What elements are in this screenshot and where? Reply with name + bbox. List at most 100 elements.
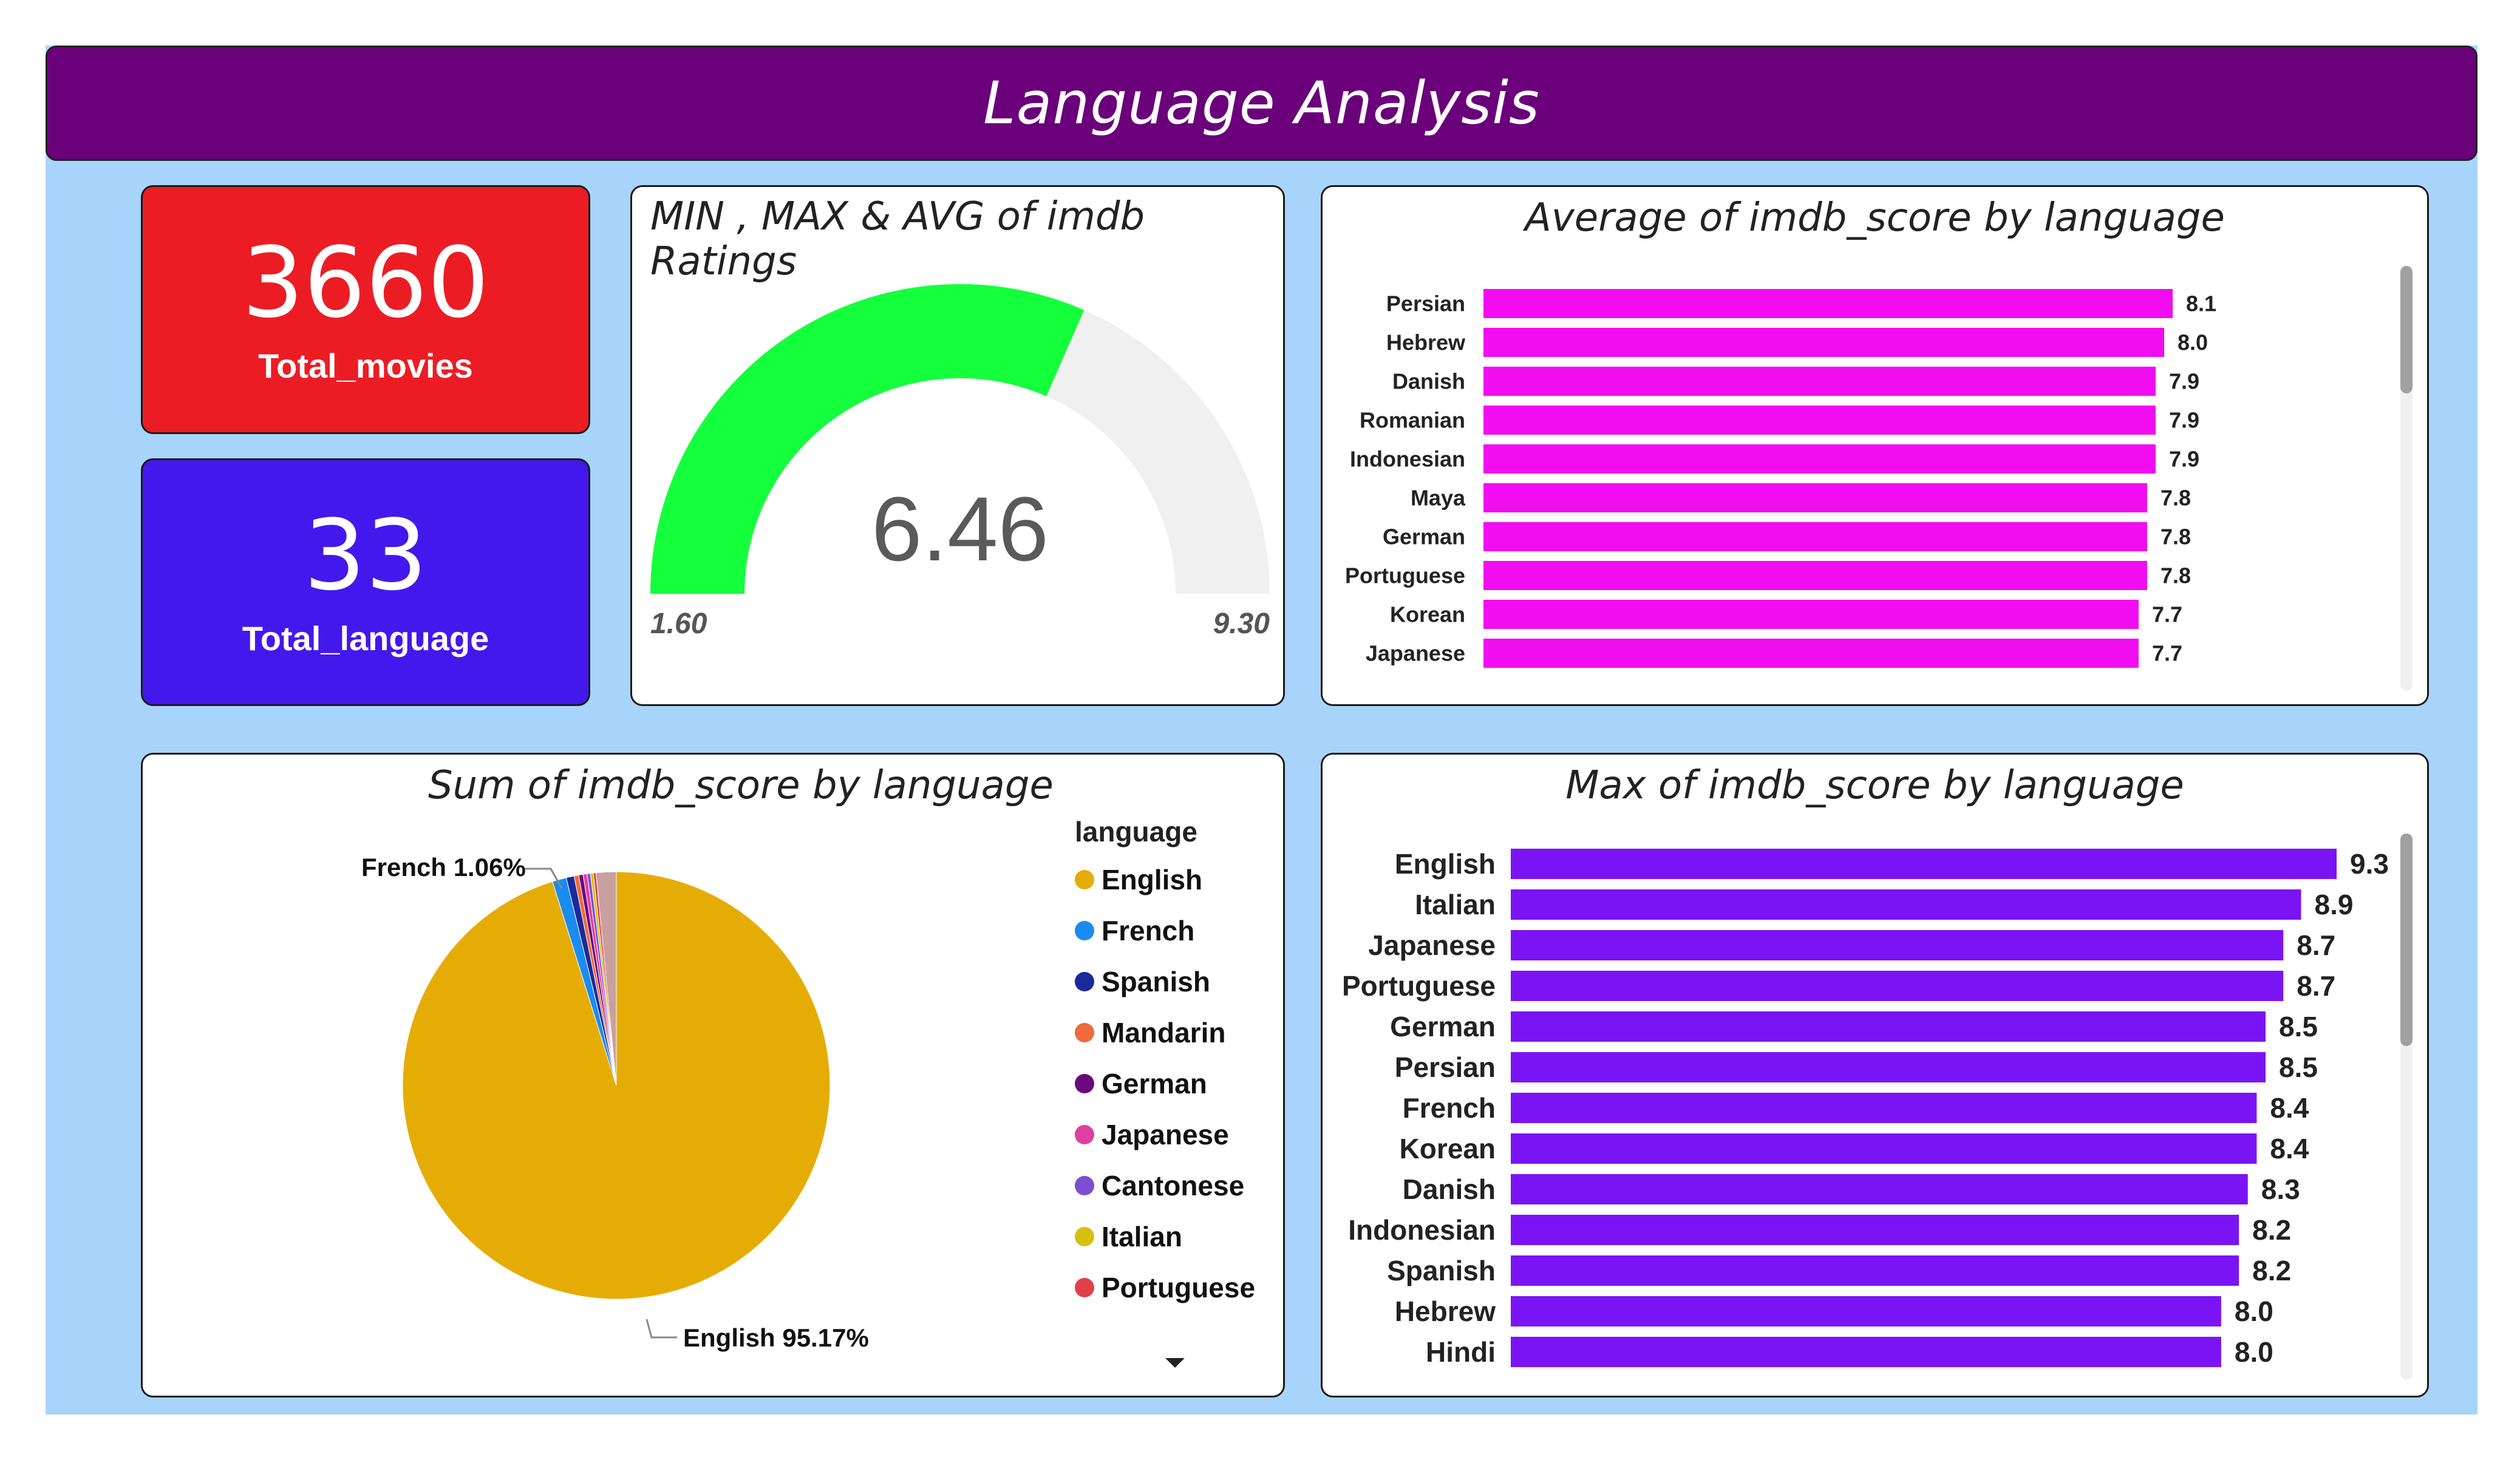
category-label: Persian — [1386, 291, 1465, 316]
legend-marker — [1075, 1074, 1094, 1093]
gauge-min-label: 1.60 — [650, 608, 707, 640]
legend-item[interactable]: Japanese — [1075, 1109, 1255, 1160]
pie-chart: French 1.06% English 95.17% — [361, 853, 869, 1352]
legend-item[interactable]: Cantonese — [1075, 1160, 1255, 1211]
bar[interactable] — [1511, 930, 2284, 960]
total-movies-label: Total_movies — [258, 346, 473, 385]
data-label: 7.8 — [2161, 525, 2191, 549]
legend-item[interactable]: Mandarin — [1075, 1007, 1255, 1058]
bar[interactable] — [1483, 483, 2147, 512]
category-label: Danish — [1392, 369, 1465, 394]
category-label: Italian — [1415, 889, 1496, 920]
legend-label: Portuguese — [1102, 1272, 1256, 1303]
bar[interactable] — [1483, 406, 2156, 435]
category-label: Korean — [1390, 602, 1465, 627]
bar[interactable] — [1483, 444, 2156, 474]
category-label: Persian — [1395, 1051, 1496, 1083]
legend-item[interactable]: Italian — [1075, 1211, 1255, 1262]
legend-marker — [1075, 1227, 1094, 1246]
sum-score-card[interactable]: Sum of imdb_score by language French 1.0… — [141, 753, 1285, 1398]
data-label: 7.9 — [2169, 408, 2199, 433]
bar[interactable] — [1511, 1093, 2257, 1123]
category-label: German — [1390, 1011, 1496, 1042]
data-label: 7.8 — [2161, 563, 2191, 588]
bar[interactable] — [1511, 849, 2337, 879]
data-label: 8.7 — [2297, 970, 2335, 1002]
category-label: Maya — [1411, 486, 1466, 511]
bar[interactable] — [1511, 1174, 2248, 1204]
bar[interactable] — [1483, 328, 2164, 357]
bar[interactable] — [1483, 367, 2156, 396]
page-title: Language Analysis — [983, 69, 1540, 137]
pie-slice-other[interactable] — [595, 871, 617, 1086]
total-language-card[interactable]: 33 Total_language — [141, 458, 590, 706]
category-label: Hebrew — [1395, 1296, 1496, 1327]
legend-label: Japanese — [1102, 1119, 1229, 1150]
bar[interactable] — [1511, 971, 2284, 1001]
data-label: 8.2 — [2252, 1214, 2291, 1246]
bar[interactable] — [1483, 639, 2139, 668]
bar[interactable] — [1511, 889, 2301, 920]
bar[interactable] — [1511, 1011, 2266, 1042]
data-label: 8.5 — [2279, 1011, 2318, 1042]
legend-item[interactable]: Portuguese — [1075, 1262, 1255, 1313]
data-label: 7.7 — [2152, 602, 2182, 627]
header-banner: Language Analysis — [46, 46, 2477, 161]
avg-bar-chart: Persian 8.1 Hebrew 8.0 Danish 7.9 Romanian 7.9 I… — [1345, 289, 2216, 668]
bar[interactable] — [1511, 1133, 2257, 1164]
gauge-max-label: 9.30 — [1213, 608, 1270, 640]
legend-label: Cantonese — [1102, 1170, 1245, 1201]
legend-item[interactable]: English — [1075, 854, 1255, 905]
legend-item[interactable]: German — [1075, 1058, 1255, 1109]
max-score-card[interactable]: Max of imdb_score by language English 9.3… — [1321, 753, 2429, 1398]
bar[interactable] — [1511, 1296, 2221, 1326]
gauge-title: MIN , MAX & AVG of imdb Ratings — [650, 194, 1145, 284]
data-label: 7.7 — [2152, 641, 2182, 666]
avg-score-card[interactable]: Average of imdb_score by language Persia… — [1321, 185, 2429, 706]
gauge-card[interactable]: MIN , MAX & AVG of imdb Ratings 6.46 1.6… — [630, 185, 1285, 706]
bar[interactable] — [1511, 1215, 2239, 1245]
bar[interactable] — [1511, 1337, 2221, 1367]
data-label: 7.9 — [2169, 447, 2199, 472]
legend-label: Italian — [1102, 1221, 1182, 1252]
category-label: Japanese — [1368, 929, 1496, 961]
legend-marker — [1075, 1125, 1094, 1144]
data-label: 7.8 — [2161, 486, 2191, 511]
data-label: 8.2 — [2252, 1255, 2291, 1286]
legend-item[interactable]: French — [1075, 905, 1255, 956]
pie-legend: language English French Spanish Mandarin Ger… — [1075, 815, 1255, 1313]
gauge-value: 6.46 — [871, 478, 1049, 580]
bar[interactable] — [1511, 1255, 2239, 1286]
avg-scrollbar[interactable] — [2400, 266, 2413, 691]
legend-label: Mandarin — [1102, 1017, 1226, 1048]
category-label: Romanian — [1360, 408, 1465, 433]
bar[interactable] — [1483, 522, 2147, 551]
legend-more-arrow-icon[interactable] — [1163, 1356, 1187, 1370]
legend-marker — [1075, 921, 1094, 940]
max-scrollbar[interactable] — [2400, 834, 2413, 1380]
category-label: Portuguese — [1342, 970, 1496, 1002]
legend-marker — [1075, 1176, 1094, 1195]
avg-scroll-thumb[interactable] — [2400, 266, 2413, 393]
category-label: Hindi — [1426, 1336, 1496, 1368]
category-label: Danish — [1403, 1173, 1496, 1205]
total-movies-value: 3660 — [242, 225, 489, 339]
category-label: Japanese — [1366, 641, 1465, 666]
bar[interactable] — [1483, 289, 2173, 318]
category-label: Portuguese — [1345, 563, 1465, 588]
category-label: French — [1403, 1092, 1496, 1124]
data-label: 8.3 — [2261, 1173, 2300, 1205]
avg-chart-title: Average of imdb_score by language — [1525, 195, 2225, 240]
rating-gauge: 6.46 1.60 9.30 — [650, 284, 1270, 640]
max-bar-chart: English 9.3 Italian 8.9 Japanese 8.7 Portugues… — [1342, 848, 2389, 1368]
legend-marker — [1075, 972, 1094, 991]
data-label: 8.1 — [2186, 291, 2216, 316]
data-label: 8.7 — [2297, 929, 2335, 961]
bar[interactable] — [1483, 561, 2147, 590]
bar[interactable] — [1483, 600, 2139, 629]
max-scroll-thumb[interactable] — [2400, 834, 2413, 1046]
legend-item[interactable]: Spanish — [1075, 956, 1255, 1007]
total-movies-card[interactable]: 3660 Total_movies — [141, 185, 590, 434]
legend-label: English — [1102, 864, 1203, 895]
bar[interactable] — [1511, 1052, 2266, 1082]
